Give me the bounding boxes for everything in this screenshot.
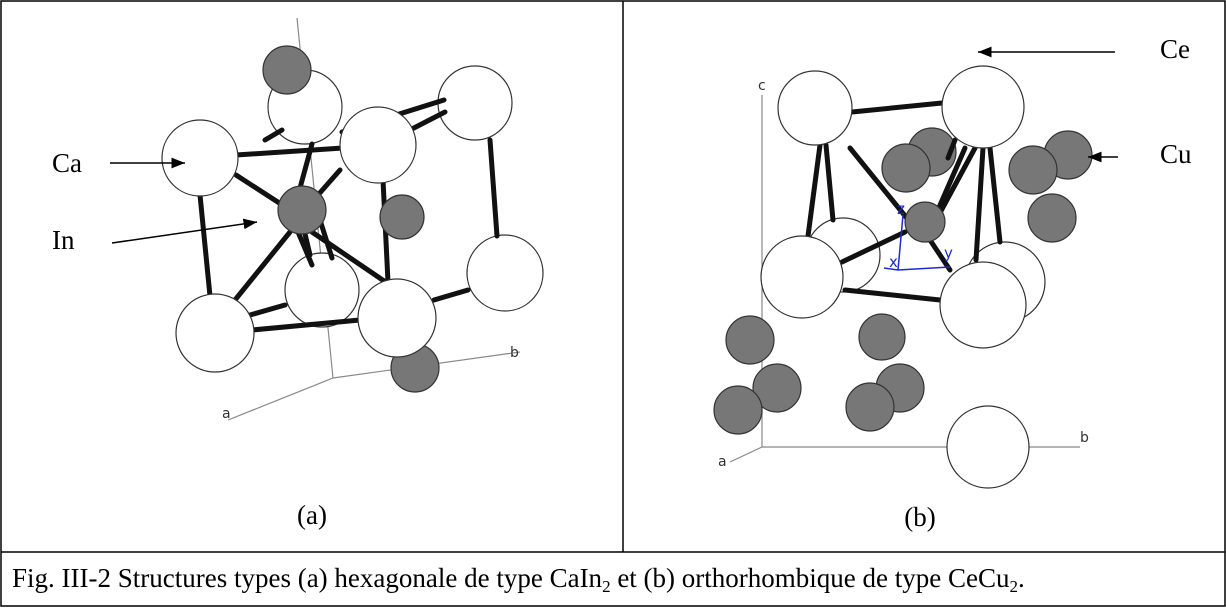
atom-label: Cu [1160, 139, 1192, 169]
caption-text: . [1018, 563, 1025, 593]
axis-label: c [758, 78, 766, 94]
axis-label: b [1080, 430, 1089, 446]
subscript: 2 [602, 577, 611, 596]
axis-label: a [222, 406, 231, 422]
structure-b [713, 46, 1118, 489]
panel-label: (a) [297, 500, 327, 530]
caption-text: Fig. III-2 Structures types (a) hexagona… [12, 563, 603, 593]
axis-label: a [718, 454, 727, 470]
atom-label: In [52, 225, 75, 255]
local-axis-label: x [889, 253, 898, 271]
atom-label: Ce [1160, 34, 1190, 64]
panel-label: (b) [904, 502, 935, 532]
subscript: 2 [1009, 577, 1018, 596]
atom-label: Ca [52, 148, 82, 178]
axis-label: b [510, 345, 519, 361]
caption: Fig. III-2 Structures types (a) hexagona… [12, 563, 1025, 596]
local-axis-label: z [897, 200, 905, 218]
local-axis-label: y [944, 244, 953, 262]
structure-a [110, 17, 544, 421]
caption-text: et (b) orthorhombique de type CeCu [611, 563, 1010, 593]
